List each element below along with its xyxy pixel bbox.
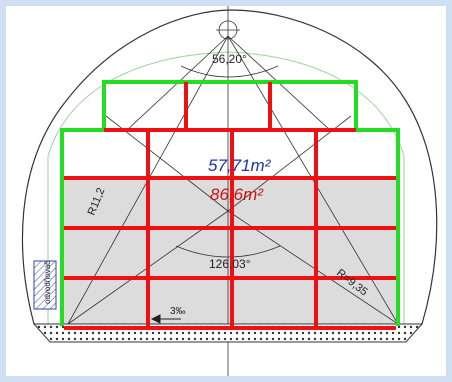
slope-arrow (150, 314, 181, 324)
tunnel-outline (21, 9, 438, 325)
area-blue-label: 57,71m² (208, 156, 272, 175)
drainage-box (33, 260, 57, 310)
tunnel-cross-section-frame: odvodňovač 56,20° 126,03° R11,2 R=9,35 5… (6, 6, 446, 376)
drainage-label: odvodňovač (43, 261, 52, 304)
angle-top-label: 56,20° (212, 52, 247, 66)
red-grid (64, 82, 396, 330)
green-outline (60, 80, 400, 326)
angle-bottom-label: 126,03° (209, 257, 251, 271)
tunnel-cross-section-diagram: odvodňovač 56,20° 126,03° R11,2 R=9,35 5… (21, 6, 438, 376)
gray-area-fill (62, 178, 396, 326)
area-red-label: 86,6m² (210, 185, 264, 204)
slope-label: 3‰ (170, 306, 186, 317)
